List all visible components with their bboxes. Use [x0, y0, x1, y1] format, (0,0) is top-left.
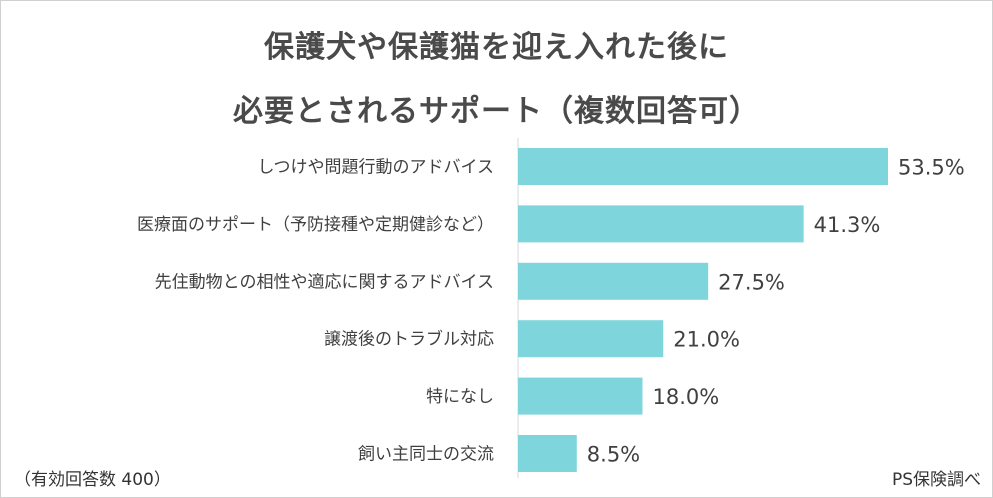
category-label-4: 特になし	[426, 387, 494, 407]
bar-0	[518, 148, 888, 185]
chart-title-line-1: 保護犬や保護猫を迎え入れた後に	[264, 30, 729, 65]
value-label-2: 27.5%	[718, 270, 785, 294]
category-label-2: 先住動物との相性や適応に関するアドバイス	[155, 272, 494, 292]
value-label-3: 21.0%	[673, 328, 740, 352]
sample-size-note: （有効回答数 400）	[14, 470, 171, 490]
category-label-5: 飼い主同士の交流	[358, 445, 494, 465]
value-label-4: 18.0%	[652, 385, 719, 409]
bar-3	[518, 320, 664, 358]
bar-2	[518, 262, 709, 300]
category-label-1: 医療面のサポート（予防接種や定期健診など）	[137, 215, 494, 235]
category-label-3: 譲渡後のトラブル対応	[324, 329, 494, 350]
bar-1	[518, 205, 804, 243]
source-note: PS保険調べ	[891, 470, 981, 490]
value-label-1: 41.3%	[814, 213, 881, 237]
chart-title-line-2: 必要とされるサポート（複数回答可）	[233, 94, 760, 129]
category-label-0: しつけや問題行動のアドバイス	[258, 158, 494, 178]
bar-5	[518, 435, 577, 472]
value-label-0: 53.5%	[898, 156, 965, 180]
bar-4	[518, 377, 643, 415]
value-label-5: 8.5%	[587, 443, 640, 467]
